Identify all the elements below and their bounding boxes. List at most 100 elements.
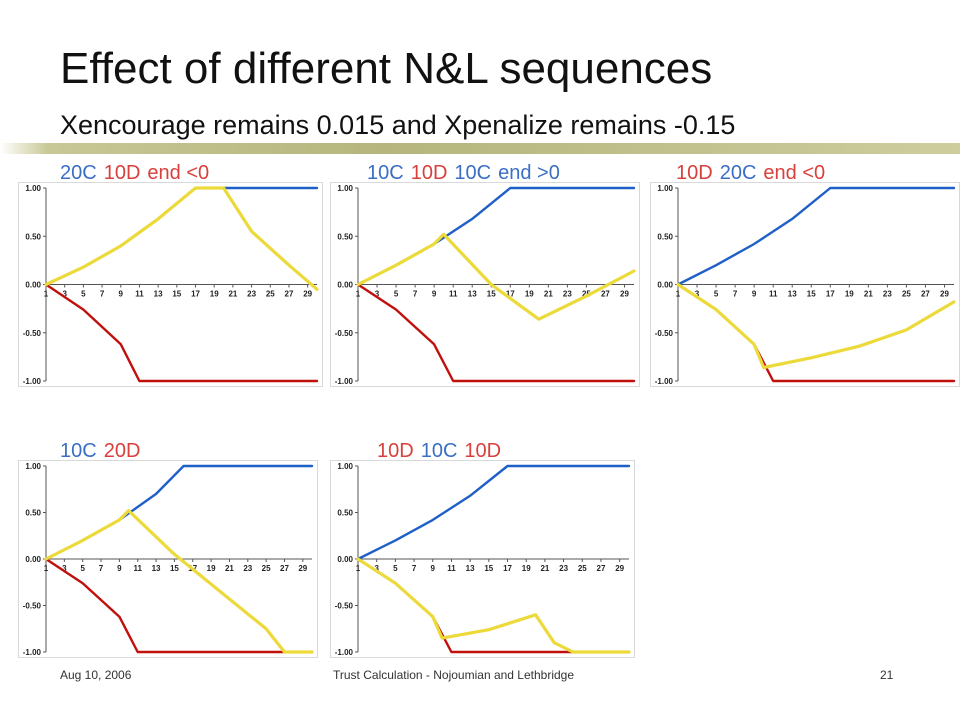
y-tick-label: -0.50 — [335, 602, 354, 611]
footer-page-number: 21 — [880, 668, 894, 682]
y-tick-label: 0.00 — [657, 281, 673, 290]
x-tick-label: 9 — [752, 290, 757, 299]
x-tick-label: 1 — [356, 564, 361, 573]
series-line-red — [44, 557, 314, 654]
series-line-yellow — [44, 508, 314, 654]
x-tick-label: 1 — [44, 564, 49, 573]
x-tick-label: 3 — [62, 290, 67, 299]
series-line-blue — [676, 186, 956, 286]
chart-4-title: 10C 20D — [60, 440, 147, 463]
x-tick-label: 19 — [845, 290, 854, 299]
x-tick-label: 21 — [540, 564, 549, 573]
chart-title-part: end >0 — [498, 162, 560, 184]
x-tick-label: 7 — [100, 290, 105, 299]
x-tick-label: 1 — [44, 290, 49, 299]
x-tick-label: 13 — [466, 564, 475, 573]
y-tick-label: 1.00 — [337, 184, 353, 193]
x-tick-label: 7 — [99, 564, 104, 573]
y-tick-label: 0.50 — [25, 232, 41, 241]
x-tick-label: 17 — [191, 290, 200, 299]
x-tick-label: 19 — [525, 290, 534, 299]
x-tick-label: 9 — [119, 290, 124, 299]
y-tick-label: 0.00 — [337, 281, 353, 290]
x-tick-label: 5 — [714, 290, 719, 299]
y-tick-label: -0.50 — [335, 329, 354, 338]
chart-title-part: 10C — [454, 162, 492, 184]
x-tick-label: 17 — [503, 564, 512, 573]
x-tick-label: 9 — [431, 564, 436, 573]
slide-subtitle: Xencourage remains 0.015 and Xpenalize r… — [60, 110, 736, 140]
y-tick-label: 1.00 — [657, 184, 673, 193]
x-tick-label: 23 — [559, 564, 568, 573]
y-tick-label: 1.00 — [25, 184, 41, 193]
chart-title-part: 10D — [103, 162, 141, 184]
y-tick-label: 0.50 — [337, 509, 353, 518]
x-tick-label: 13 — [788, 290, 797, 299]
x-tick-label: 3 — [375, 290, 380, 299]
x-tick-label: 29 — [620, 290, 629, 299]
x-tick-label: 1 — [676, 290, 681, 299]
slide-title: Effect of different N&L sequences — [60, 44, 713, 93]
y-tick-label: -0.50 — [23, 602, 42, 611]
x-tick-label: 11 — [133, 564, 142, 573]
x-tick-label: 15 — [807, 290, 816, 299]
x-tick-label: 3 — [374, 564, 379, 573]
x-tick-label: 13 — [154, 290, 163, 299]
chart-title-part: 10D — [377, 440, 414, 462]
x-tick-label: 17 — [826, 290, 835, 299]
chart-1-title: 20C 10D end <0 — [60, 162, 216, 185]
y-tick-label: 1.00 — [25, 462, 41, 471]
x-tick-label: 7 — [413, 290, 418, 299]
series-line-red — [356, 283, 636, 383]
x-tick-label: 5 — [80, 564, 85, 573]
x-tick-label: 21 — [544, 290, 553, 299]
chart-title-part: 10C — [367, 162, 404, 184]
x-tick-label: 5 — [81, 290, 86, 299]
x-tick-label: 29 — [303, 290, 312, 299]
x-tick-label: 23 — [883, 290, 892, 299]
y-tick-label: -1.00 — [23, 648, 42, 657]
x-tick-label: 25 — [262, 564, 271, 573]
y-tick-label: -1.00 — [335, 377, 354, 386]
x-tick-label: 25 — [578, 564, 587, 573]
x-tick-label: 27 — [597, 564, 606, 573]
footer-date: Aug 10, 2006 — [60, 668, 132, 682]
x-tick-label: 5 — [394, 290, 399, 299]
chart-title-part: 10D — [464, 440, 502, 462]
chart-title-part: 10C — [60, 440, 97, 462]
x-tick-label: 23 — [243, 564, 252, 573]
title-divider-bar — [0, 143, 960, 154]
chart-3-title: 10D 20C end <0 — [676, 162, 832, 185]
x-tick-label: 25 — [266, 290, 275, 299]
chart-2-title: 10C 10D 10C end >0 — [367, 162, 567, 185]
chart-4: 1.000.500.00-0.50-1.001 3 5 7 9 11 13 15 17 19 21 2… — [18, 460, 318, 658]
x-tick-label: 7 — [412, 564, 417, 573]
x-tick-label: 13 — [468, 290, 477, 299]
x-tick-label: 5 — [393, 564, 398, 573]
series-line-yellow — [356, 557, 631, 654]
series-line-yellow — [676, 282, 956, 370]
chart-title-part: 10C — [420, 440, 458, 462]
x-tick-label: 25 — [582, 290, 591, 299]
y-tick-label: 1.00 — [337, 462, 353, 471]
y-tick-label: -1.00 — [655, 377, 674, 386]
y-tick-label: -1.00 — [23, 377, 42, 386]
chart-title-part: end <0 — [147, 162, 210, 184]
x-tick-label: 11 — [449, 290, 458, 299]
x-tick-label: 19 — [210, 290, 219, 299]
x-tick-label: 19 — [522, 564, 531, 573]
x-tick-label: 3 — [62, 564, 67, 573]
x-tick-label: 29 — [615, 564, 624, 573]
x-tick-label: 11 — [135, 290, 144, 299]
chart-2: 1.000.500.00-0.50-1.001 3 5 7 9 11 13 15 17 19 21 2… — [330, 182, 640, 387]
x-tick-label: 11 — [447, 564, 456, 573]
chart-1: 1.000.500.00-0.50-1.001 3 5 7 9 11 13 15 17 19 21 2… — [18, 182, 323, 387]
x-tick-label: 19 — [207, 564, 216, 573]
x-tick-label: 9 — [117, 564, 122, 573]
chart-title-part: 20C — [719, 162, 757, 184]
x-tick-label: 15 — [170, 564, 179, 573]
y-tick-label: -0.50 — [23, 329, 42, 338]
chart-5: 1.000.500.00-0.50-1.001 3 5 7 9 11 13 15 17 19 21 2… — [330, 460, 635, 658]
x-tick-label: 15 — [487, 290, 496, 299]
x-tick-label: 13 — [152, 564, 161, 573]
